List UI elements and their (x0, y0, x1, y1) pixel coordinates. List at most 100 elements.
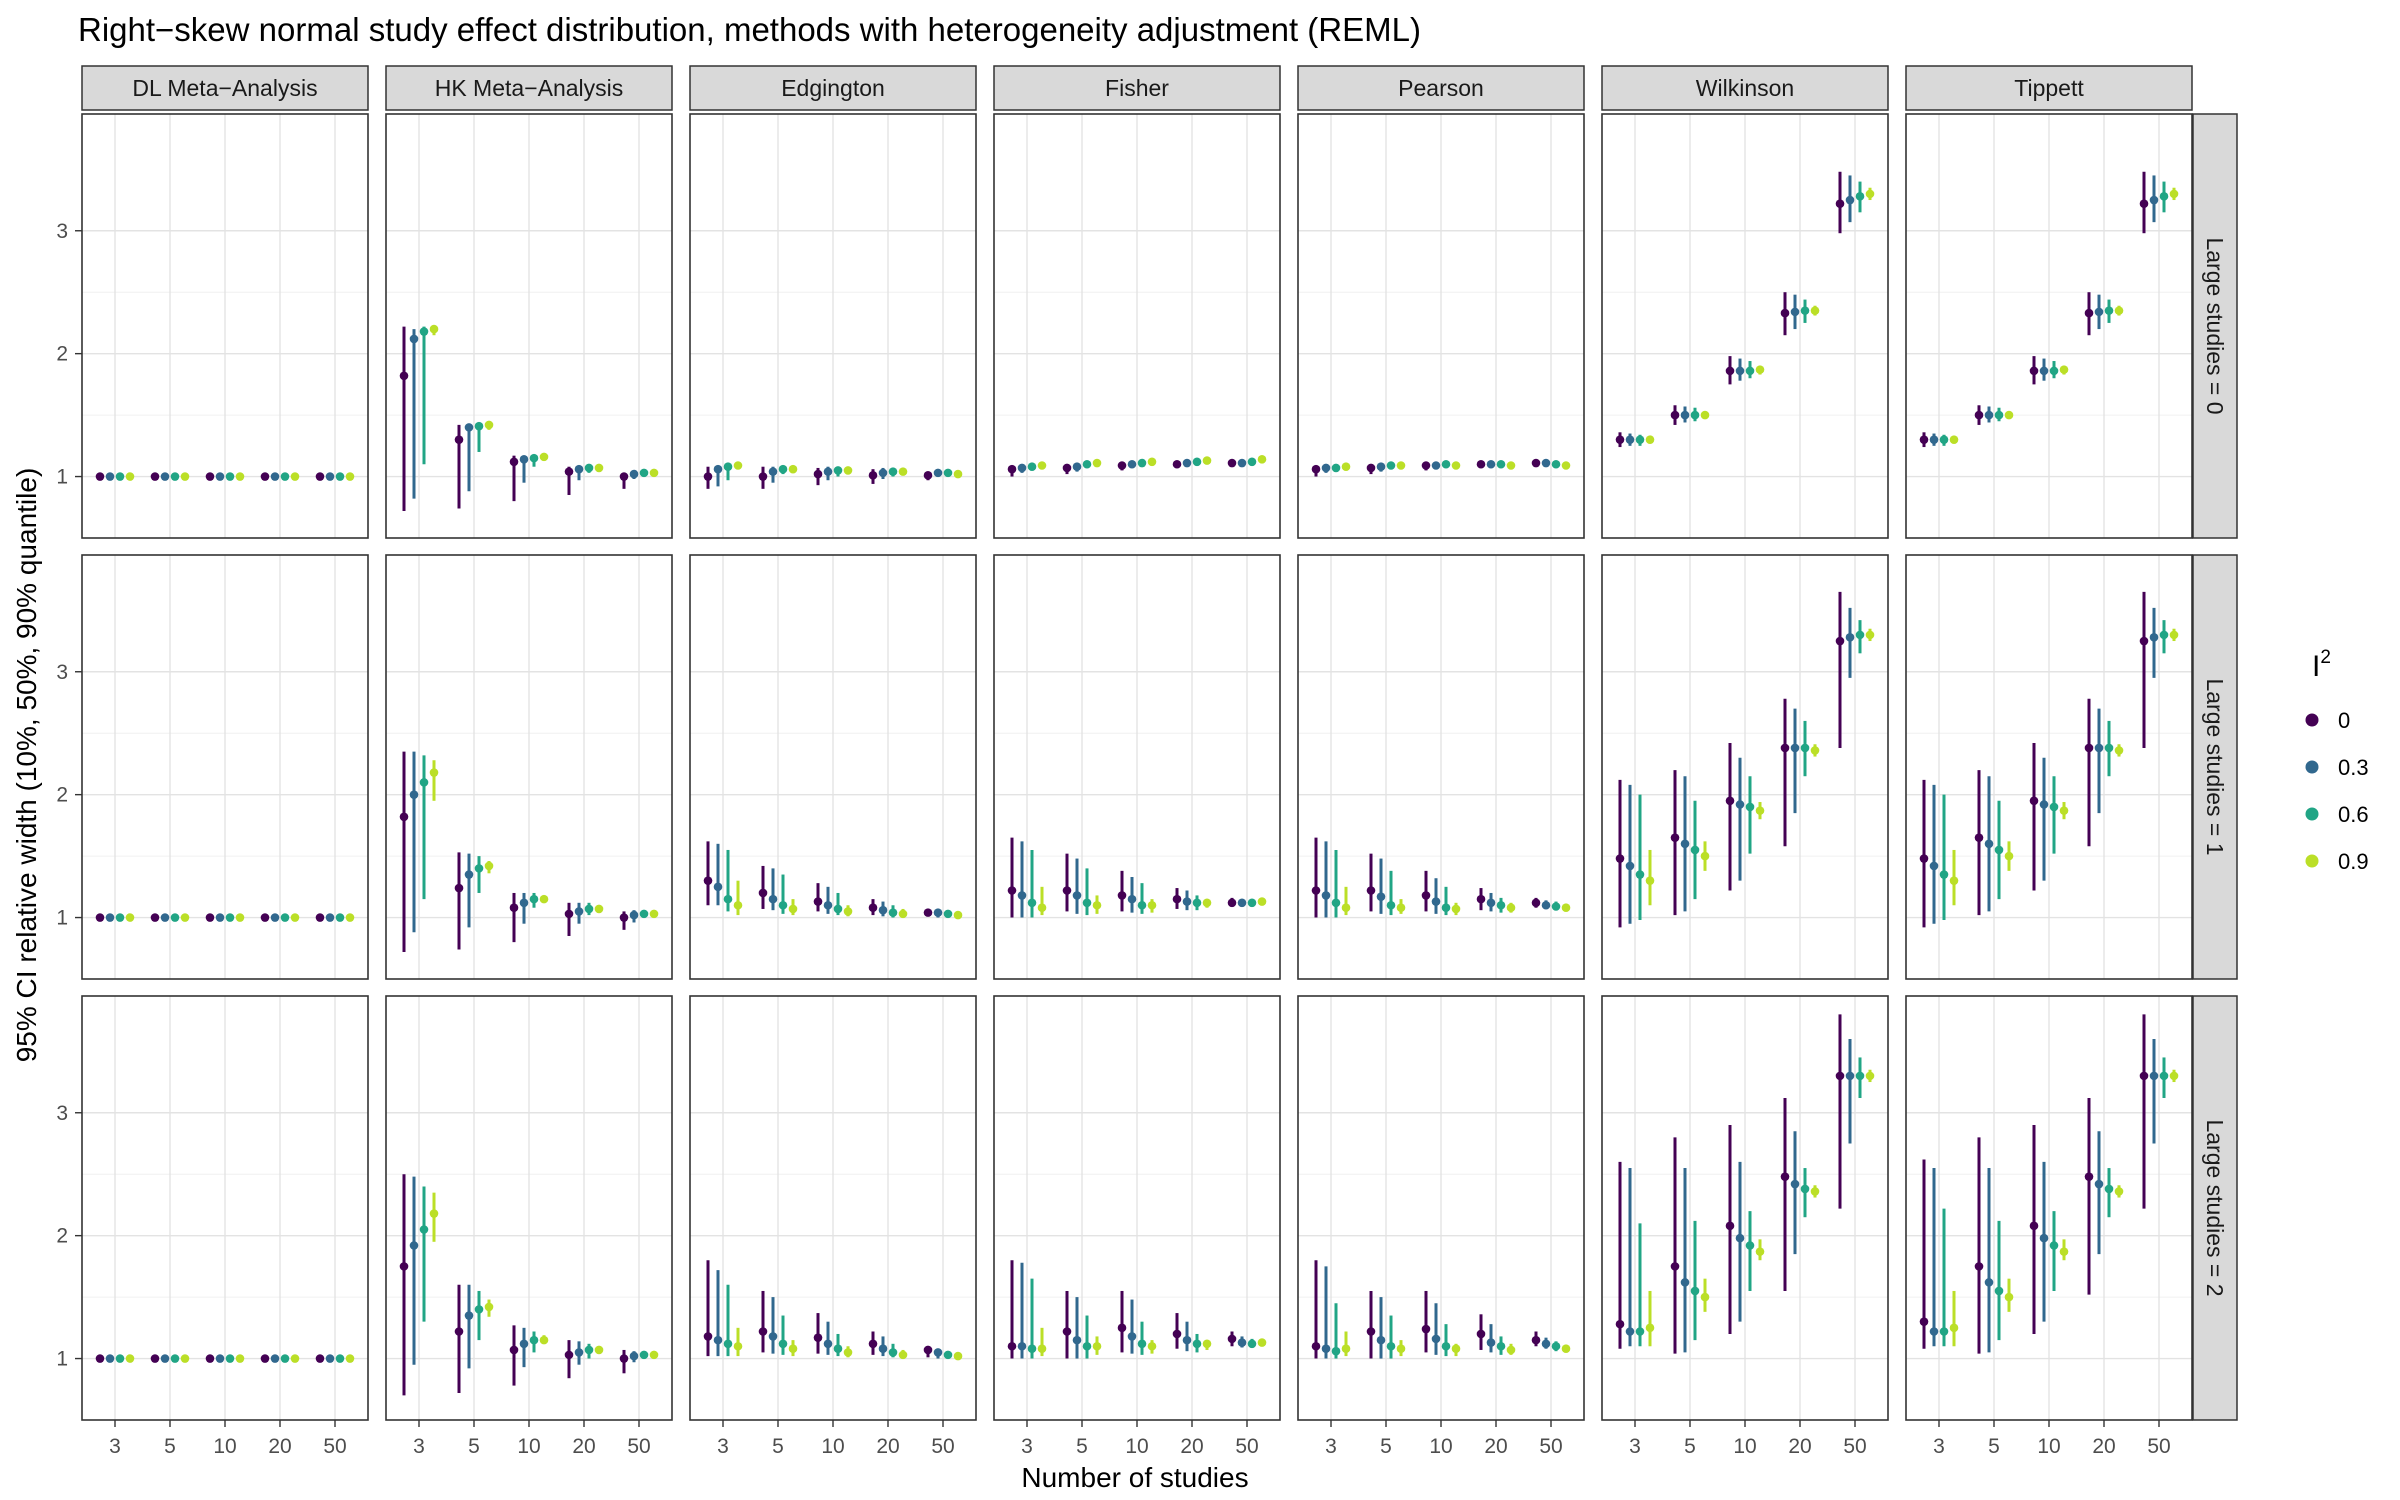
median-point (2169, 630, 2179, 640)
median-point (464, 870, 474, 879)
median-point (1451, 1344, 1461, 1354)
column-strip-label: Tippett (2014, 75, 2084, 101)
median-point (888, 467, 898, 476)
median-point (584, 1345, 594, 1355)
median-point (723, 462, 733, 472)
median-point (1451, 461, 1461, 470)
median-point (105, 913, 115, 922)
median-point (1476, 894, 1486, 904)
median-point (703, 472, 713, 481)
median-point (1092, 900, 1102, 910)
median-point (2084, 743, 2094, 753)
median-point (335, 472, 345, 481)
median-point (315, 1354, 325, 1363)
median-point (1984, 1278, 1994, 1287)
column-strip: Edgington (689, 65, 977, 111)
median-point (160, 472, 170, 481)
median-point (1017, 1341, 1027, 1351)
median-point (574, 464, 584, 474)
median-point (1745, 366, 1755, 376)
panel-border (1905, 113, 2193, 539)
median-point (1376, 1335, 1386, 1345)
median-point (1341, 903, 1351, 913)
median-point (1625, 861, 1635, 871)
median-point (419, 327, 429, 336)
median-point (2159, 1071, 2169, 1081)
x-tick-label: 10 (213, 1435, 236, 1458)
median-point (639, 1350, 649, 1360)
median-point (2139, 199, 2149, 209)
median-point (1127, 459, 1137, 469)
panel (993, 995, 1281, 1421)
median-point (1994, 410, 2004, 420)
median-point (1007, 1341, 1017, 1351)
median-point (429, 768, 439, 777)
median-point (280, 913, 290, 922)
median-point (833, 1344, 843, 1354)
median-point (1645, 876, 1655, 885)
x-tick-label: 20 (1484, 1435, 1507, 1458)
panel-border (689, 113, 977, 539)
median-point (1486, 1338, 1496, 1347)
median-point (953, 1351, 963, 1361)
median-point (1007, 464, 1017, 474)
x-tick-label: 20 (876, 1435, 899, 1458)
median-point (1202, 898, 1212, 908)
median-point (823, 1339, 833, 1349)
panel (689, 554, 977, 980)
median-point (564, 1350, 574, 1360)
legend-item: 0.6 (2305, 802, 2369, 827)
median-point (1680, 410, 1690, 420)
median-point (1431, 461, 1441, 470)
panel-border (81, 113, 369, 539)
median-point (1635, 435, 1645, 444)
y-tick-label: 3 (56, 661, 68, 684)
median-point (2149, 1071, 2159, 1081)
median-point (260, 913, 270, 922)
panel (385, 995, 673, 1421)
median-point (509, 903, 519, 913)
median-point (1137, 1339, 1147, 1349)
median-point (2049, 1241, 2059, 1250)
y-tick-label: 2 (56, 784, 68, 807)
median-point (464, 423, 474, 432)
panel-border (1905, 554, 2193, 980)
median-point (1496, 459, 1506, 469)
median-point (1117, 461, 1127, 470)
median-point (733, 461, 743, 470)
median-point (1117, 891, 1127, 900)
median-point (898, 909, 908, 919)
median-point (2114, 746, 2124, 755)
median-point (2049, 366, 2059, 376)
median-point (1072, 891, 1082, 900)
median-point (953, 910, 963, 920)
panel (993, 554, 1281, 980)
median-point (105, 1354, 115, 1363)
median-point (1865, 189, 1875, 199)
median-point (1635, 1327, 1645, 1336)
median-point (1755, 1247, 1765, 1256)
median-point (509, 1345, 519, 1355)
median-point (270, 913, 280, 922)
column-strip-label: Pearson (1398, 75, 1484, 101)
median-point (813, 897, 823, 906)
median-point (788, 464, 798, 474)
median-point (2004, 1292, 2014, 1302)
median-point (823, 900, 833, 910)
column-strip-label: Wilkinson (1696, 75, 1794, 101)
median-point (649, 1350, 659, 1360)
median-point (1396, 1344, 1406, 1354)
row-strip: Large studies = 1 (2192, 554, 2238, 980)
panel (1905, 113, 2193, 539)
median-point (2004, 410, 2014, 420)
median-point (1531, 898, 1541, 908)
median-point (290, 1354, 300, 1363)
median-point (1865, 1071, 1875, 1081)
x-tick-label: 50 (1539, 1435, 1562, 1458)
x-tick-label: 5 (1684, 1435, 1696, 1458)
panel (1601, 113, 1889, 539)
median-point (1127, 894, 1137, 904)
panel (1601, 554, 1889, 980)
median-point (1441, 1341, 1451, 1351)
median-point (888, 908, 898, 917)
